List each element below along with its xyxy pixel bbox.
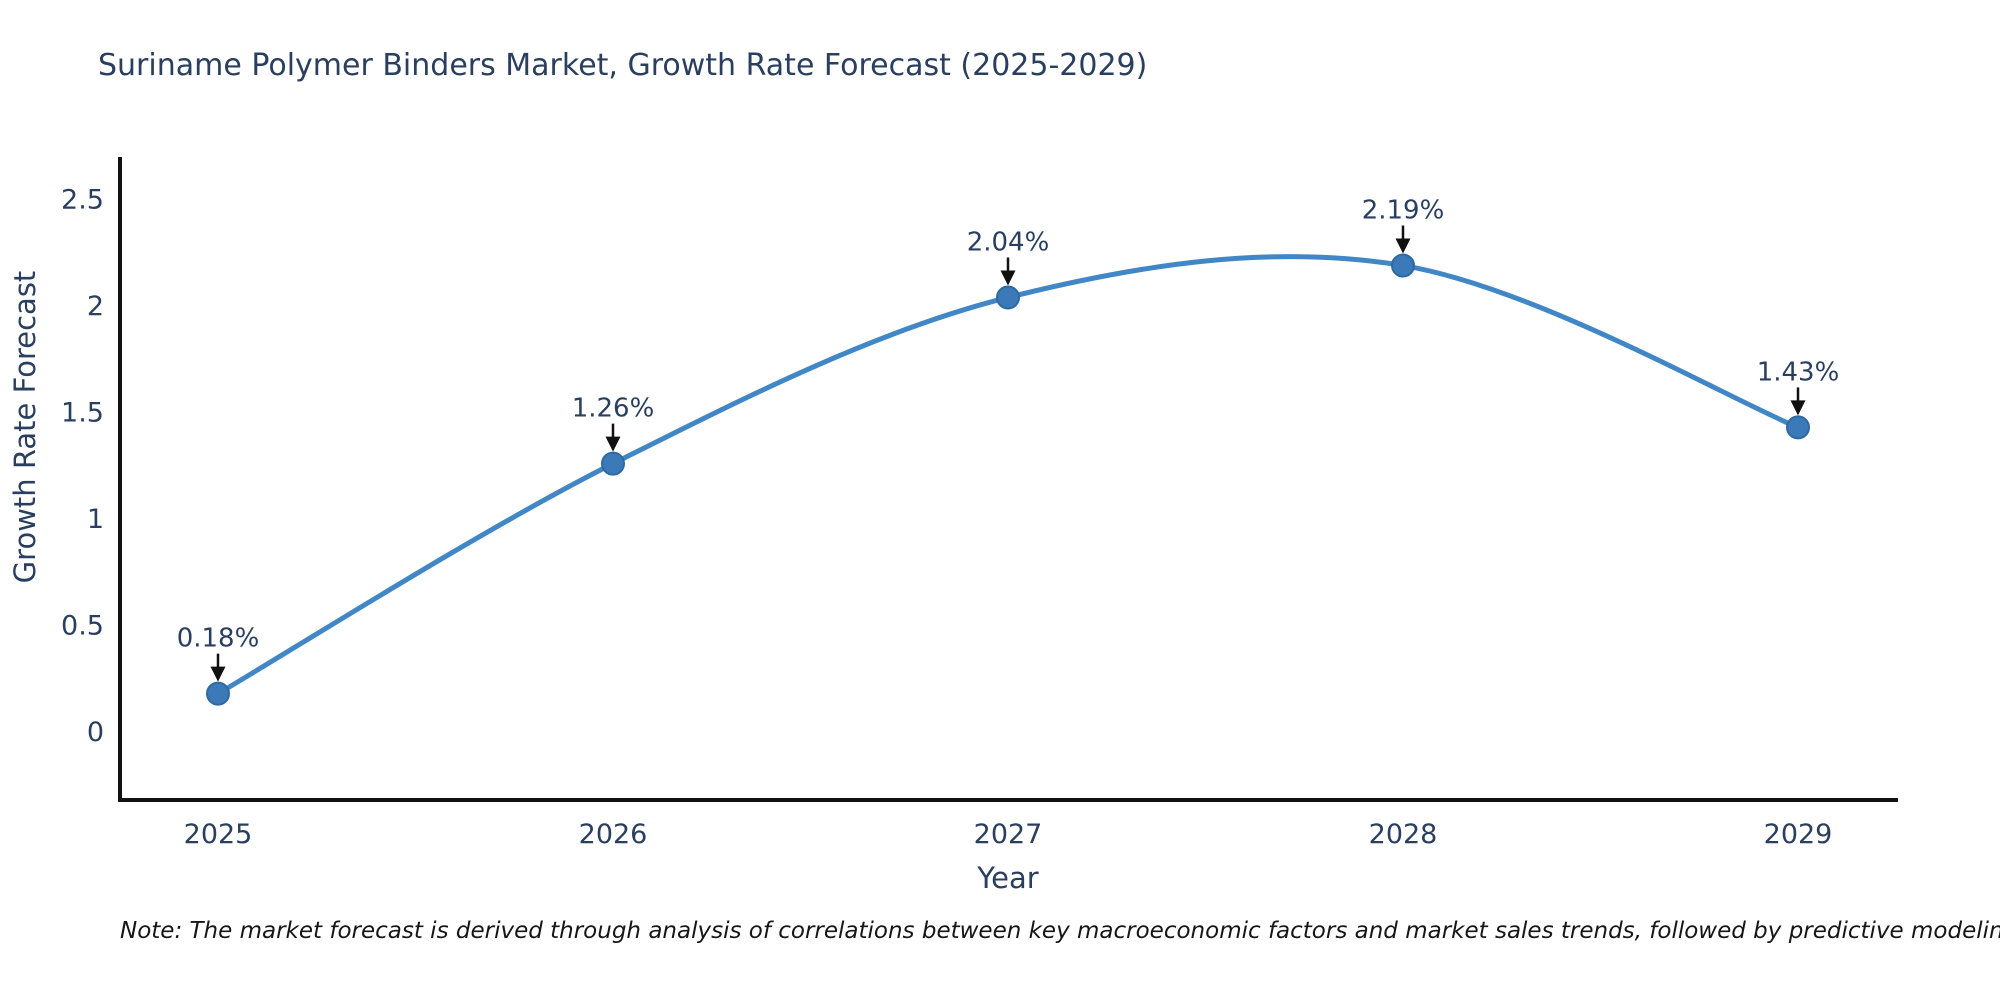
annotation-label: 2.04%: [967, 227, 1050, 257]
y-tick-label: 2: [87, 291, 104, 322]
annotation-label: 2.19%: [1362, 196, 1445, 226]
x-tick-label: 2026: [579, 819, 648, 850]
series-line: [216, 254, 1799, 696]
annotation-arrowhead: [605, 436, 621, 452]
annotation-label: 1.43%: [1757, 357, 1840, 387]
data-point-marker: [1391, 253, 1415, 278]
y-tick-label: 2.5: [61, 185, 104, 216]
x-tick-label: 2028: [1369, 819, 1438, 850]
x-tick-label: 2029: [1764, 819, 1833, 850]
annotation-arrowhead: [1395, 238, 1411, 254]
data-point-marker: [601, 451, 625, 476]
x-tick-label: 2027: [974, 819, 1043, 850]
x-tick-label: 2025: [184, 819, 253, 850]
data-point-marker: [1786, 415, 1810, 440]
footnote: Note: The market forecast is derived thr…: [120, 918, 2000, 944]
annotation-label: 0.18%: [177, 624, 260, 654]
y-tick-label: 1: [87, 504, 104, 535]
annotation-label: 1.26%: [572, 394, 655, 424]
x-axis-title: Year: [977, 861, 1039, 895]
data-point-marker: [996, 285, 1020, 310]
y-tick-label: 0: [87, 717, 104, 748]
y-tick-label: 0.5: [61, 611, 104, 642]
chart-title: Suriname Polymer Binders Market, Growth …: [98, 48, 1148, 83]
data-point-marker: [206, 681, 230, 706]
y-tick-label: 1.5: [61, 398, 104, 429]
annotation-arrowhead: [1000, 270, 1016, 286]
annotation-arrowhead: [1790, 400, 1806, 416]
annotation-arrowhead: [210, 666, 226, 682]
